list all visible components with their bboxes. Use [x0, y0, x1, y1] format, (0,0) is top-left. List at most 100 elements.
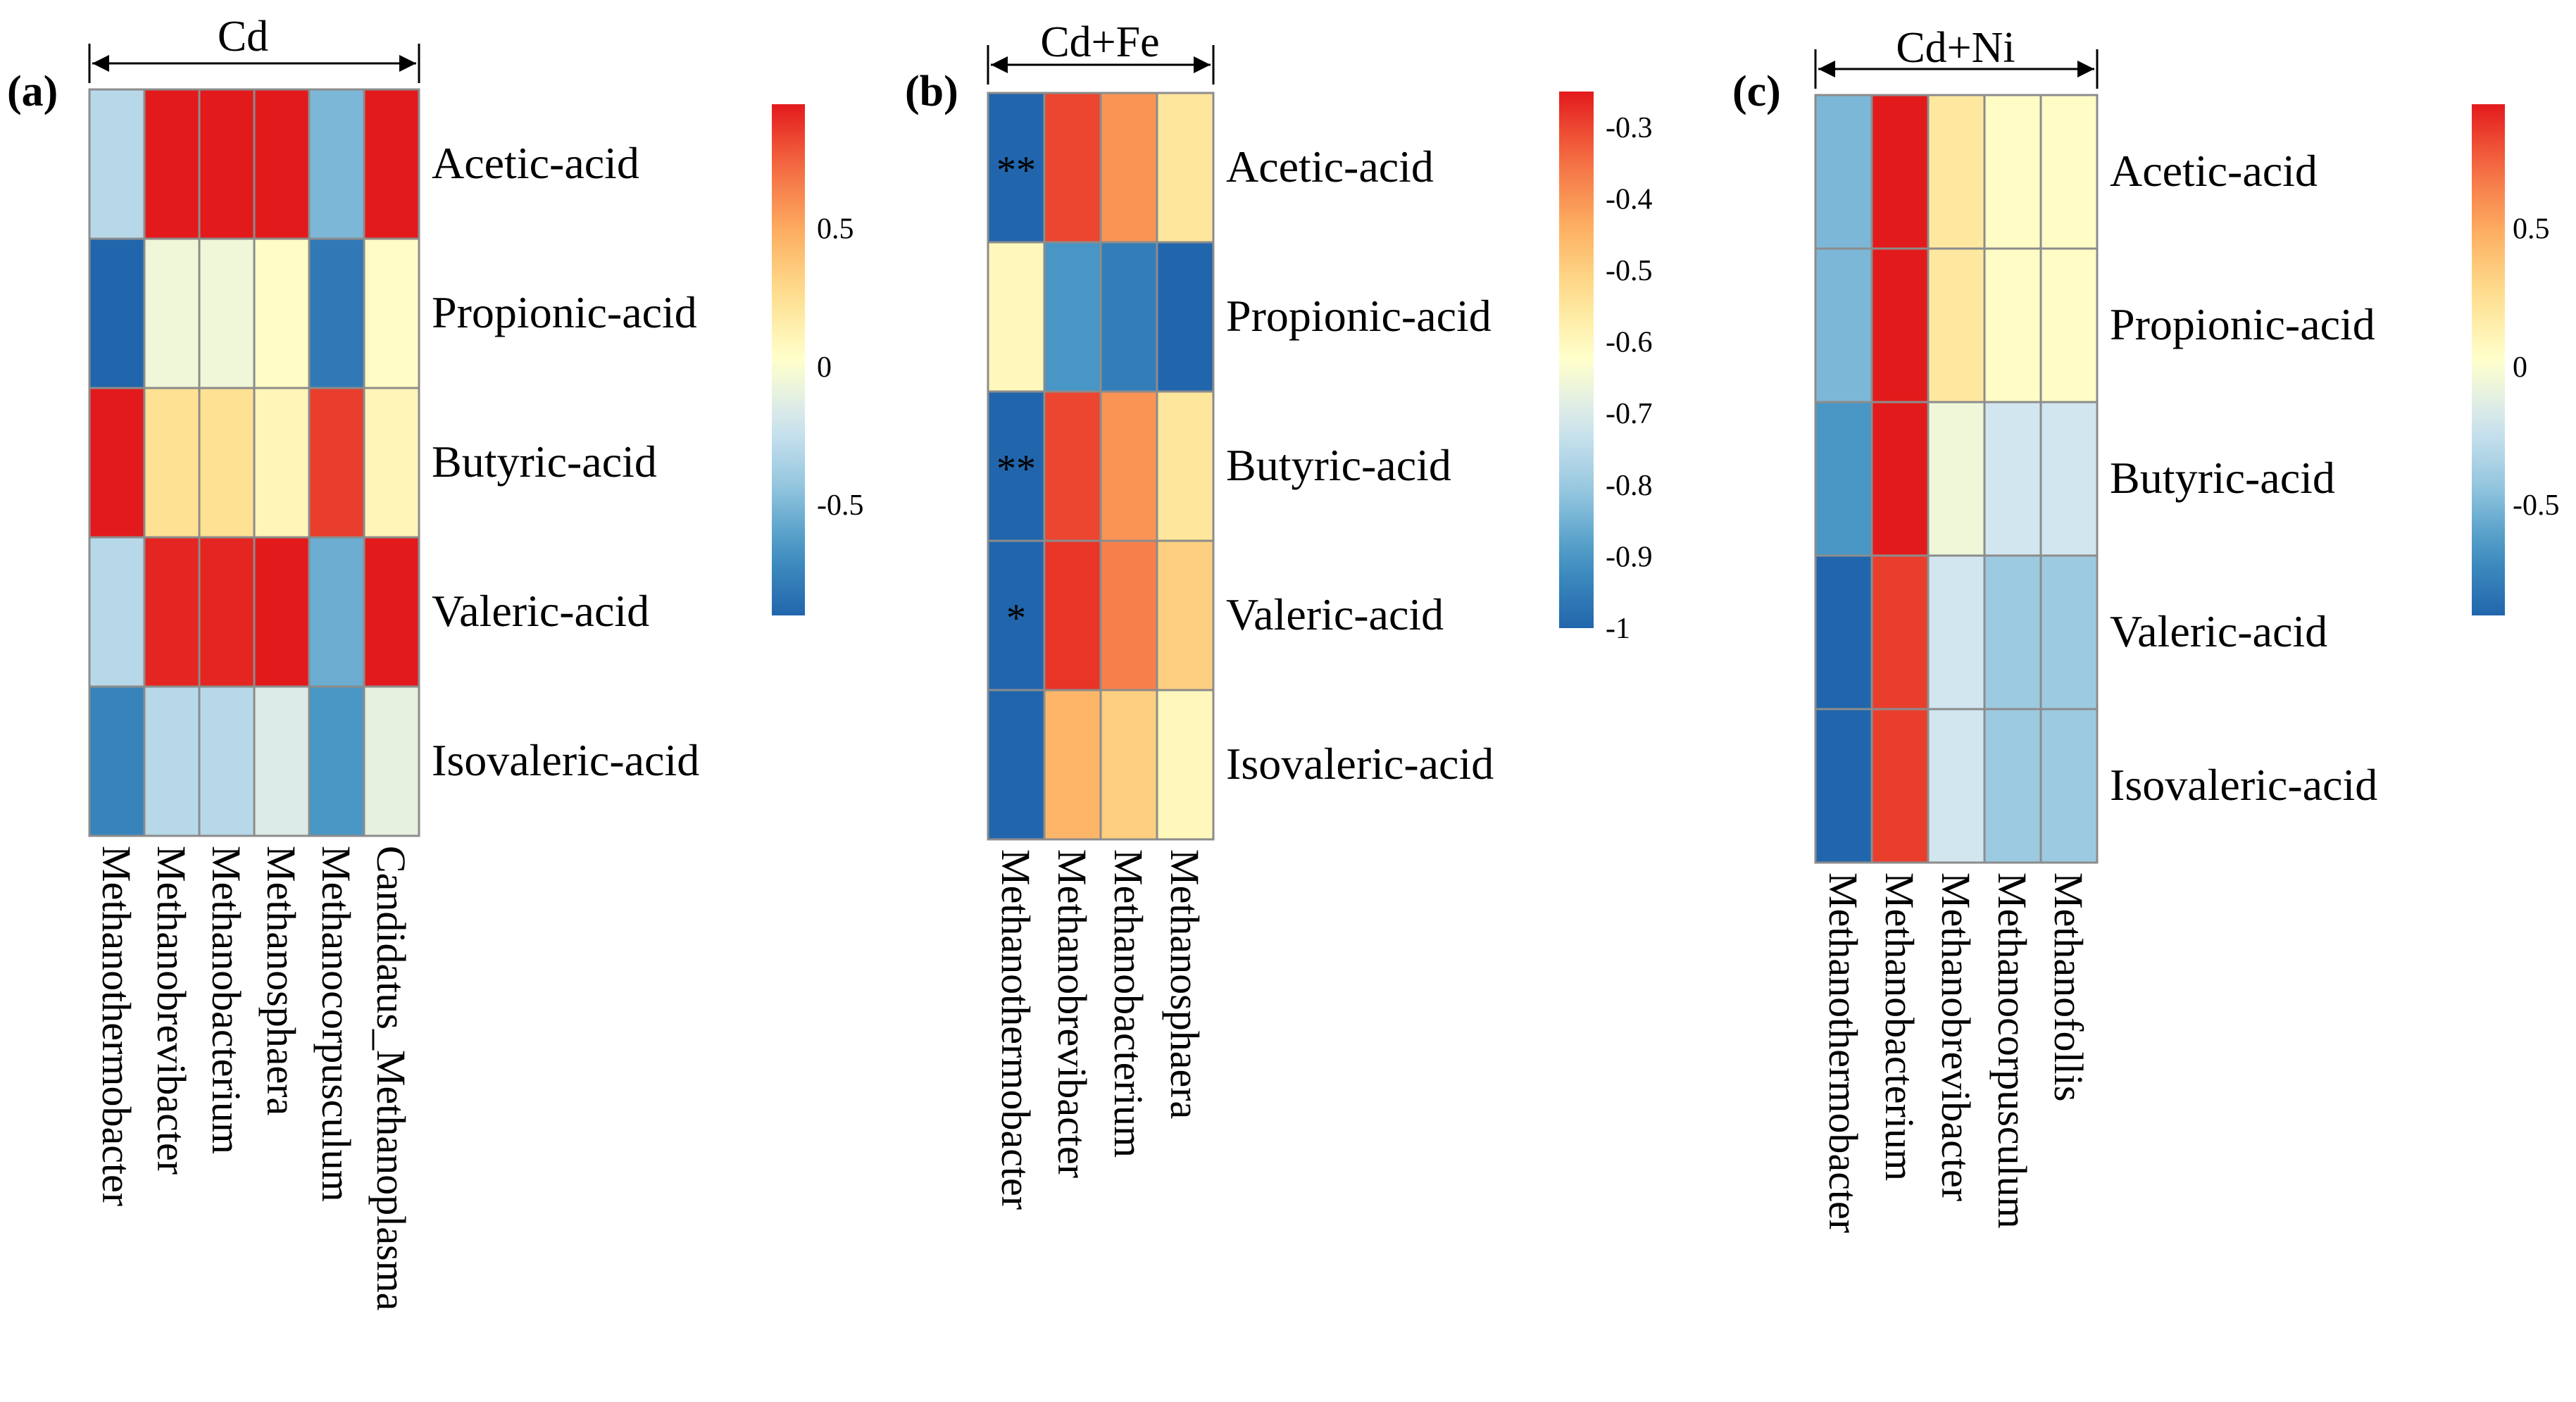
- row-labels: Acetic-acid Propionic-acid Butyric-acid Val…: [432, 138, 699, 785]
- heatmap-cell: [2039, 94, 2099, 250]
- heatmap-cell: [1814, 94, 1873, 250]
- heatmap-grid: [987, 92, 1215, 841]
- heatmap-cell: [1927, 94, 1986, 250]
- colorbar-tick-label: 0.5: [2513, 213, 2550, 246]
- colorbar-gradient: [1559, 92, 1594, 628]
- column-label: Candidatus_Methanoplasma: [368, 846, 414, 1310]
- row-label: Propionic-acid: [1226, 291, 1492, 341]
- heatmap-cell: [2039, 708, 2099, 864]
- column-label: Methanocorpusculum: [1989, 872, 2035, 1229]
- heatmap-cell: [1814, 401, 1873, 557]
- row-label: Acetic-acid: [432, 138, 639, 188]
- colorbar: 0.5 0 -0.5: [772, 104, 864, 615]
- row-labels: Acetic-acid Propionic-acid Butyric-acid Val…: [2110, 146, 2377, 810]
- heatmap-cell: [363, 237, 420, 389]
- column-label: Methanobacterium: [204, 846, 249, 1154]
- heatmap-cell: [1156, 539, 1215, 691]
- heatmap-cell: [1043, 539, 1102, 691]
- significance-mark: *: [1006, 596, 1026, 640]
- heatmap-cell: [1983, 247, 2042, 403]
- heatmap-cell: [1814, 554, 1873, 711]
- condition-bracket: [88, 44, 420, 83]
- row-label: Isovaleric-acid: [1226, 739, 1494, 789]
- heatmap-cell: [1099, 92, 1158, 244]
- heatmap-cell: [363, 536, 420, 688]
- significance-marks: *****: [996, 149, 1036, 640]
- colorbar-tick-label: 0: [2513, 351, 2527, 384]
- heatmap-cell: [198, 88, 256, 240]
- colorbar-gradient: [772, 104, 805, 615]
- heatmap-cell: [1927, 401, 1986, 557]
- heatmap-cell: [1870, 94, 1930, 250]
- column-label: Methanothermobacter: [993, 849, 1039, 1210]
- panel-label: (b): [905, 68, 958, 115]
- column-label: Methanothermobacter: [1820, 872, 1866, 1233]
- heatmap-grid: [1814, 94, 2099, 864]
- heatmap-cell: [1927, 708, 1986, 864]
- row-label: Isovaleric-acid: [432, 735, 699, 785]
- heatmap-cell: [143, 536, 201, 688]
- heatmap-cell: [987, 539, 1046, 691]
- heatmap-cell: [308, 237, 365, 389]
- row-label: Valeric-acid: [432, 586, 649, 636]
- colorbar-tick-label: -0.5: [1606, 255, 1653, 287]
- heatmap-cell: [1814, 708, 1873, 864]
- panel-c: (c) Cd+Ni Acetic-acid Propionic-acid Butyr…: [1732, 24, 2560, 1233]
- heatmap-cell: [1043, 390, 1102, 542]
- heatmap-cell: [1099, 539, 1158, 691]
- heatmap-cell: [1814, 247, 1873, 403]
- column-label: Methanosphaera: [258, 846, 304, 1115]
- condition-title: Cd+Fe: [1040, 18, 1159, 66]
- colorbar-gradient: [2472, 104, 2505, 615]
- column-label: Methanocorpusculum: [313, 846, 359, 1202]
- heatmap-cell: [2039, 401, 2099, 557]
- condition-title: Cd+Ni: [1896, 24, 2015, 72]
- heatmap-cell: [143, 237, 201, 389]
- colorbar: 0.5 0 -0.5: [2472, 104, 2560, 615]
- heatmap-cell: [1870, 554, 1930, 711]
- row-label: Isovaleric-acid: [2110, 760, 2377, 810]
- heatmap-cell: [363, 387, 420, 539]
- heatmap-cell: [1927, 554, 1986, 711]
- heatmap-cell: [1983, 708, 2042, 864]
- heatmap-cell: [1870, 401, 1930, 557]
- column-label: Methanofollis: [2046, 872, 2092, 1101]
- heatmap-cell: [1043, 92, 1102, 244]
- column-labels: Methanothermobacter Methanobacterium Metha…: [1820, 872, 2092, 1233]
- heatmap-cell: [1156, 92, 1215, 244]
- heatmap-cell: [1099, 241, 1158, 393]
- colorbar-tick-label: 0.5: [817, 213, 854, 246]
- heatmap-cell: [2039, 554, 2099, 711]
- heatmap-cell: [1983, 94, 2042, 250]
- heatmap-cell: [88, 88, 146, 240]
- row-labels: Acetic-acid Propionic-acid Butyric-acid Val…: [1226, 142, 1494, 789]
- heatmap-cell: [987, 92, 1046, 244]
- row-label: Acetic-acid: [1226, 142, 1434, 192]
- heatmap-cell: [253, 237, 311, 389]
- heatmap-cell: [88, 685, 146, 837]
- condition-bracket: [987, 45, 1215, 85]
- heatmap-cell: [1043, 689, 1102, 841]
- colorbar-tick-label: -0.6: [1606, 327, 1653, 359]
- row-label: Valeric-acid: [2110, 606, 2327, 656]
- heatmap-cell: [88, 237, 146, 389]
- row-label: Valeric-acid: [1226, 589, 1444, 639]
- row-label: Acetic-acid: [2110, 146, 2318, 196]
- row-label: Butyric-acid: [1226, 440, 1451, 490]
- heatmap-cell: [198, 387, 256, 539]
- heatmap-cell: [1156, 390, 1215, 542]
- heatmap-cell: [198, 685, 256, 837]
- column-label: Methanobacterium: [1877, 872, 1922, 1181]
- heatmap-cell: [308, 387, 365, 539]
- condition-title: Cd: [218, 13, 268, 61]
- heatmap-cell: [987, 241, 1046, 393]
- heatmap-grid: [88, 88, 420, 837]
- colorbar-tick-label: -0.8: [1606, 470, 1653, 502]
- panel-label: (a): [7, 68, 58, 115]
- colorbar-tick-label: -0.5: [817, 489, 864, 522]
- colorbar-tick-label: -0.9: [1606, 541, 1653, 573]
- colorbar-tick-label: -1: [1606, 613, 1630, 645]
- column-label: Methanosphaera: [1162, 849, 1208, 1119]
- heatmap-cell: [1983, 554, 2042, 711]
